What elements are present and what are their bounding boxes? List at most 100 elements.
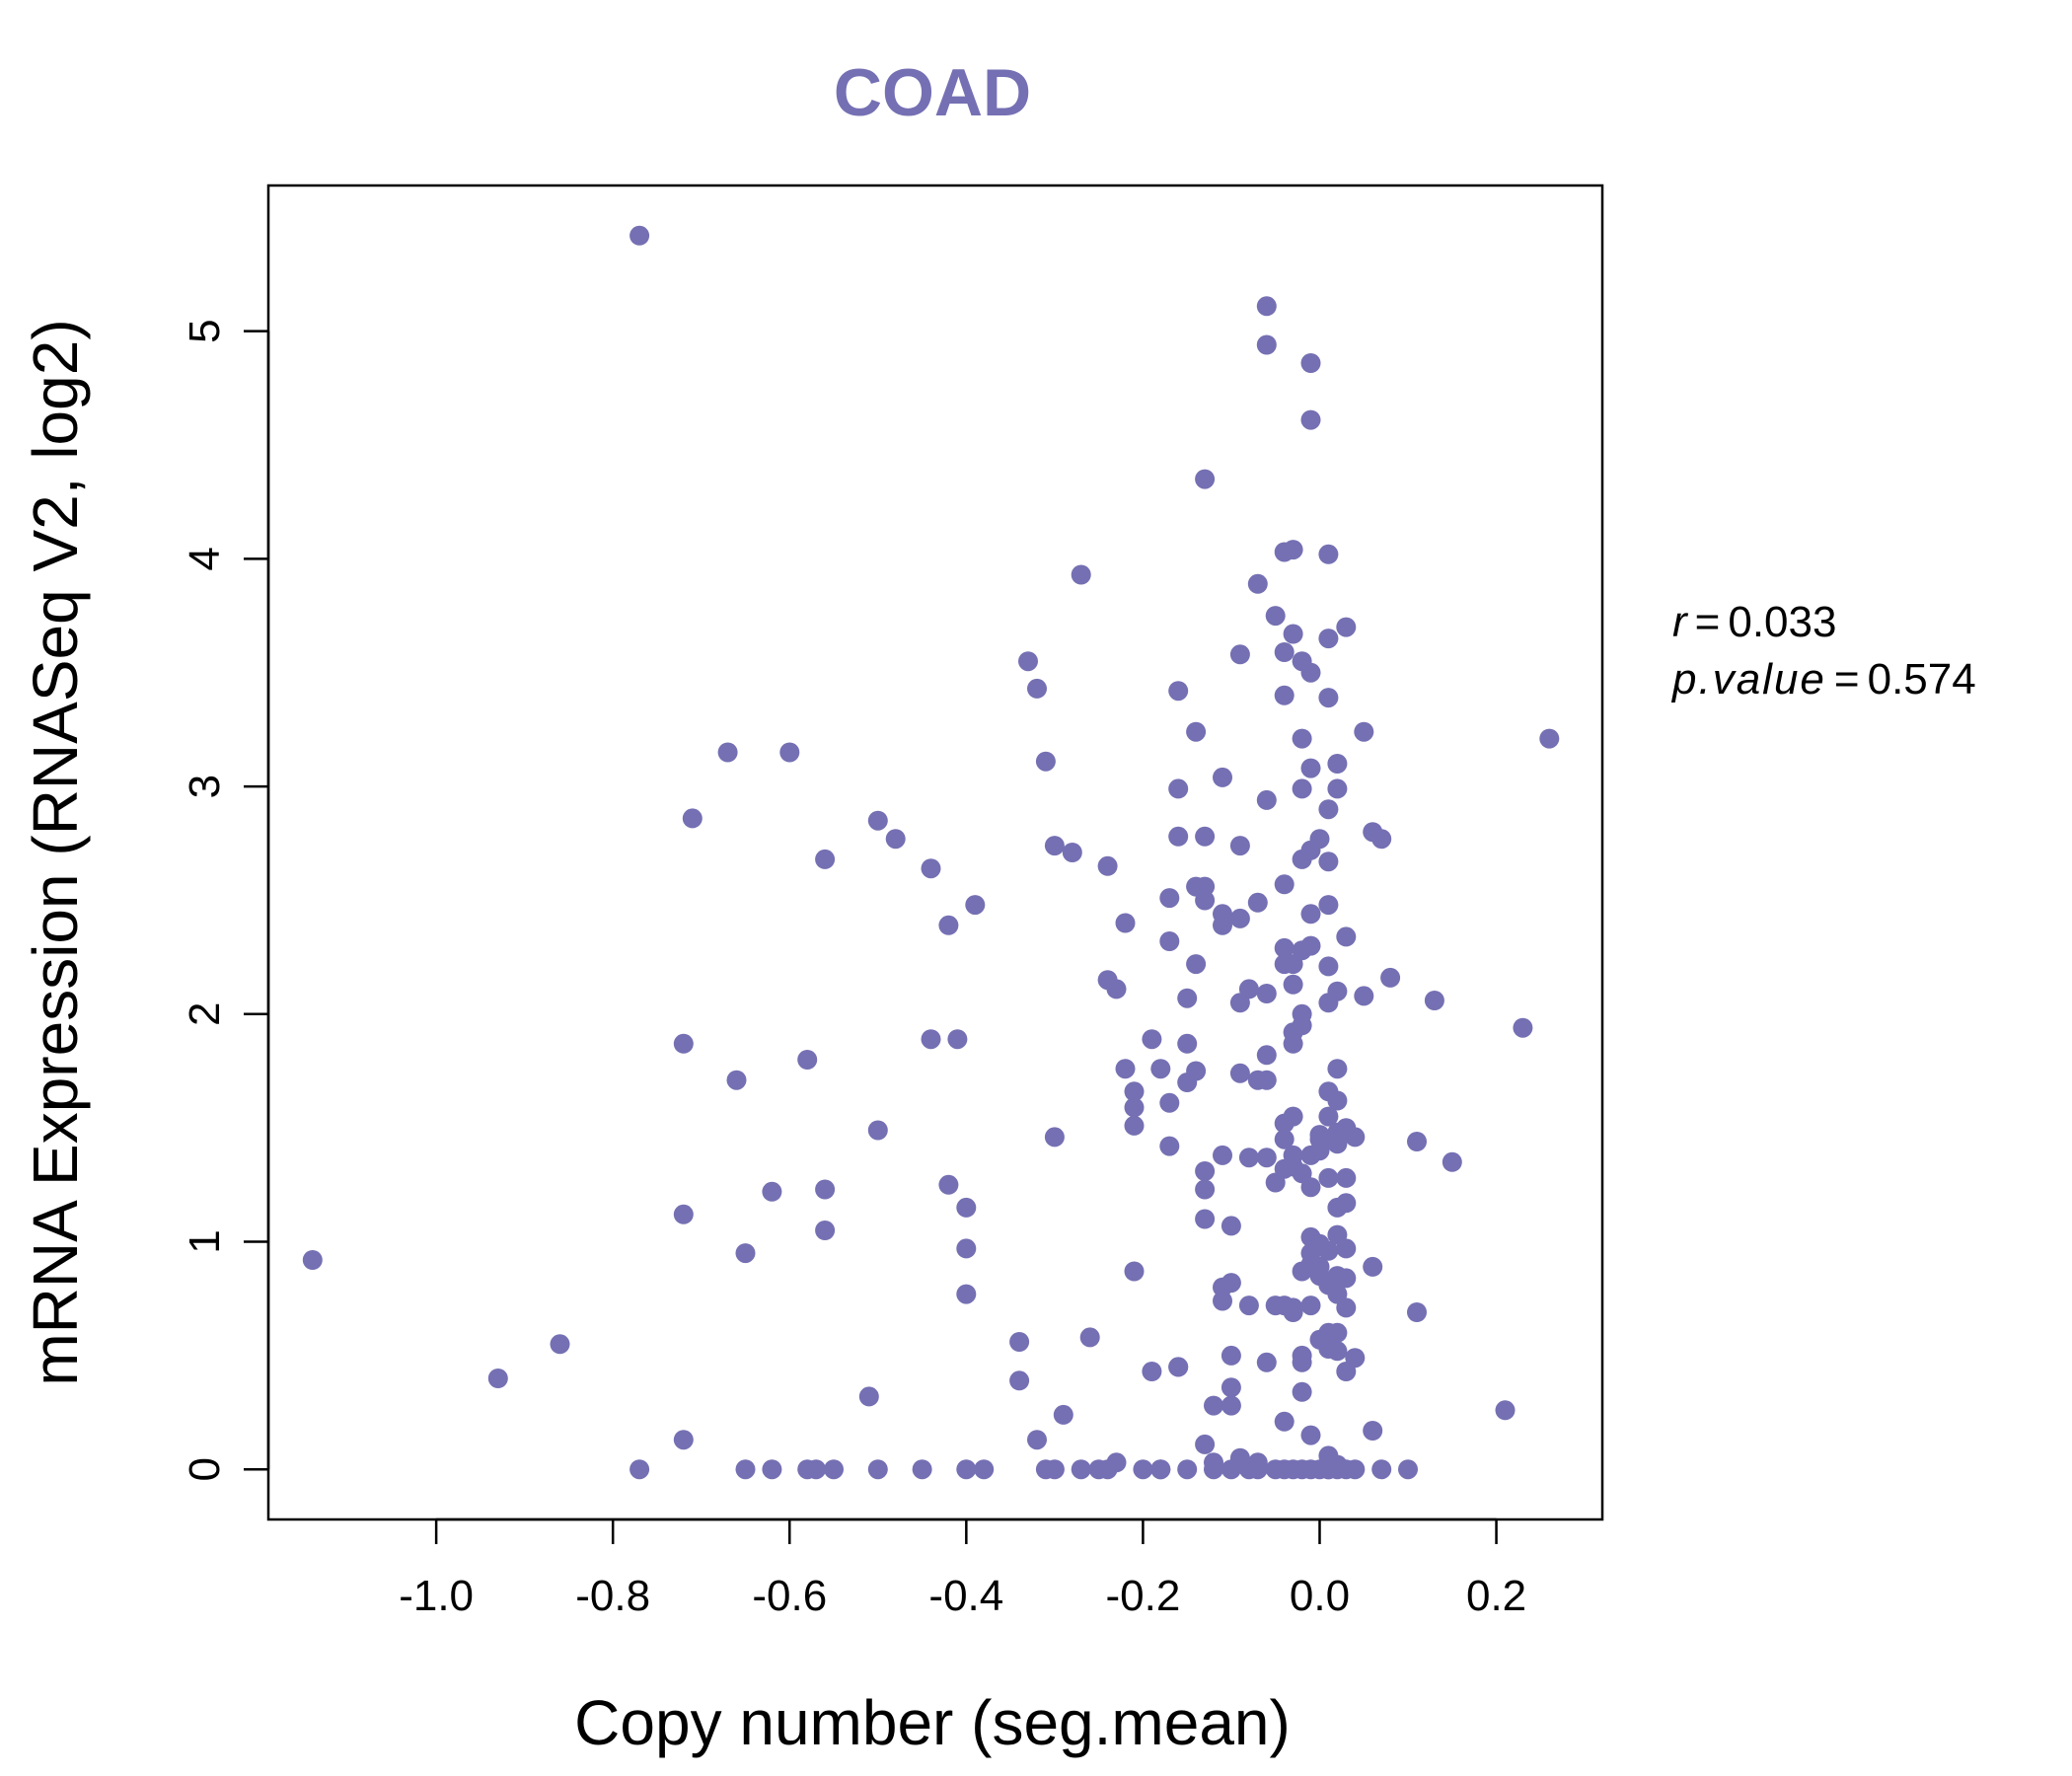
y-tick-label: 5 <box>181 319 229 342</box>
p-label: p.value <box>1670 655 1826 703</box>
data-point <box>1035 751 1056 772</box>
data-point <box>1354 986 1374 1006</box>
r-label: r <box>1672 598 1689 646</box>
data-point <box>1300 1295 1321 1316</box>
data-point <box>1380 967 1401 988</box>
data-point <box>682 808 703 829</box>
data-point <box>1142 1362 1162 1381</box>
data-point <box>762 1459 782 1480</box>
data-point <box>1229 908 1250 928</box>
data-point <box>1345 1459 1366 1480</box>
data-point <box>673 1033 694 1054</box>
data-point <box>1247 892 1268 913</box>
data-point <box>1256 1045 1277 1066</box>
plot-area-border <box>266 184 1604 1521</box>
data-point <box>815 1221 836 1240</box>
data-point <box>1336 1238 1357 1259</box>
data-point <box>1256 1352 1277 1372</box>
data-point <box>1407 1132 1427 1151</box>
data-point <box>867 1459 888 1480</box>
data-point <box>1345 1348 1366 1369</box>
data-point <box>1309 1129 1330 1149</box>
y-tick-label: 1 <box>181 1229 229 1253</box>
data-point <box>938 1174 959 1195</box>
data-point <box>1336 617 1357 637</box>
p-stat: p.value = 0.574 <box>1670 655 1976 703</box>
data-point <box>1398 1459 1418 1480</box>
data-point <box>815 849 836 869</box>
correlation-stats: r = 0.033 p.value = 0.574 <box>1670 598 1976 703</box>
x-tick-label: 0.0 <box>1290 1572 1350 1620</box>
data-point <box>956 1284 977 1304</box>
data-point <box>1247 1459 1268 1480</box>
data-point <box>1292 1003 1312 1024</box>
data-point <box>1229 644 1250 665</box>
data-point <box>1274 642 1295 662</box>
data-point <box>1495 1400 1516 1421</box>
data-point <box>1300 1177 1321 1198</box>
data-point <box>1363 1256 1383 1277</box>
data-point <box>1336 1167 1357 1188</box>
data-point <box>550 1334 570 1355</box>
data-point <box>1283 974 1303 995</box>
data-point <box>1442 1151 1462 1172</box>
data-point <box>1168 1357 1189 1377</box>
data-point <box>1327 1059 1348 1079</box>
data-point <box>1318 1106 1339 1127</box>
data-point <box>1186 1061 1207 1081</box>
data-point <box>1238 1295 1259 1316</box>
data-point <box>1283 624 1303 644</box>
data-point <box>1221 1345 1241 1366</box>
data-point <box>1274 685 1295 705</box>
data-point <box>1327 1134 1348 1154</box>
data-point <box>974 1459 995 1480</box>
data-point <box>1221 1377 1241 1398</box>
data-point <box>1300 409 1321 430</box>
data-point <box>1318 1240 1339 1261</box>
data-point <box>1213 767 1232 787</box>
data-point <box>1159 1136 1180 1156</box>
x-tick-label: -0.6 <box>752 1572 827 1620</box>
data-point <box>1424 991 1444 1010</box>
data-point <box>1159 931 1180 951</box>
data-point <box>1318 629 1339 649</box>
data-point <box>1027 678 1047 699</box>
data-point <box>1168 681 1189 702</box>
data-point <box>1115 1059 1136 1079</box>
data-point <box>1274 1129 1295 1149</box>
data-point <box>1195 876 1216 897</box>
data-point <box>1177 988 1198 1008</box>
data-point <box>1354 721 1374 742</box>
data-point <box>1300 662 1321 683</box>
data-point <box>1071 564 1091 585</box>
data-point <box>1247 573 1268 594</box>
data-point <box>1159 1092 1180 1113</box>
data-point <box>912 1459 932 1480</box>
data-point <box>717 742 738 763</box>
data-point <box>1238 1147 1259 1168</box>
data-point <box>1283 1033 1303 1054</box>
data-point <box>1300 904 1321 925</box>
data-point <box>1221 1395 1241 1416</box>
data-point <box>806 1459 827 1480</box>
data-point <box>1309 829 1330 850</box>
data-point <box>1097 855 1118 876</box>
data-point <box>1283 540 1303 560</box>
data-point <box>673 1204 694 1224</box>
data-point <box>1300 353 1321 373</box>
data-point <box>1513 1017 1533 1038</box>
data-point <box>1229 836 1250 856</box>
data-point <box>1539 728 1560 749</box>
data-point <box>1327 1090 1348 1111</box>
x-axis-title: Copy number (seg.mean) <box>574 1687 1291 1758</box>
data-point <box>1124 1097 1145 1118</box>
data-point <box>726 1070 747 1090</box>
x-axis: -1.0 -0.8 -0.6 -0.4 -0.2 0.0 0.2 <box>399 1517 1526 1620</box>
data-point <box>1318 956 1339 977</box>
data-point <box>1283 1106 1303 1127</box>
r-stat: r = 0.033 <box>1672 598 1836 646</box>
data-point <box>1318 688 1339 708</box>
data-point <box>1213 1145 1232 1165</box>
data-point <box>1336 1193 1357 1214</box>
data-point <box>1292 1352 1312 1372</box>
